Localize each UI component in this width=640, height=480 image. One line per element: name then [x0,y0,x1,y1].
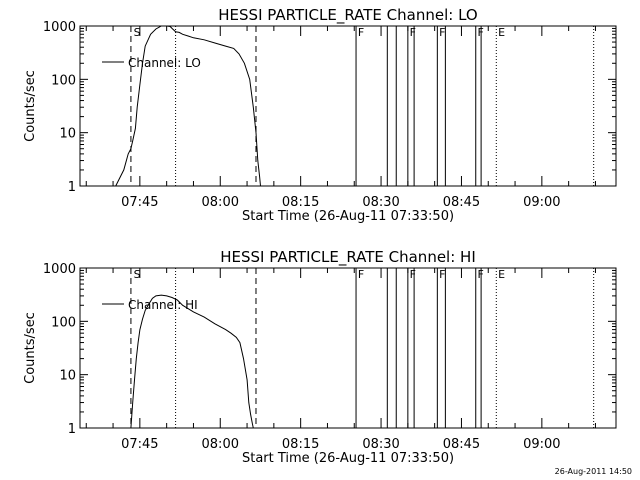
x-tick-label: 08:00 [202,437,239,452]
y-tick-label: 100 [51,73,76,88]
x-tick-label: 08:15 [282,195,319,210]
legend-label: Channel: HI [128,298,198,312]
plot-frame [79,267,617,429]
legend-label: Channel: LO [128,56,201,70]
x-tick-label: 08:45 [443,437,480,452]
series-line [130,294,254,429]
x-axis-label: Start Time (26-Aug-11 07:33:50) [242,209,454,224]
x-tick-label: 08:30 [362,195,399,210]
y-axis-label: Counts/sec [23,312,38,384]
x-tick-label: 07:45 [121,195,158,210]
y-tick-label: 100 [51,315,76,330]
y-tick-label: 10 [59,369,76,384]
event-letter: F [478,26,484,39]
series-line [115,25,261,187]
x-tick-label: 09:00 [523,437,560,452]
x-tick-label: 08:00 [202,195,239,210]
y-axis-label: Counts/sec [23,70,38,142]
event-letter: F [410,268,416,281]
x-tick-label: 07:45 [121,437,158,452]
event-letter: F [410,26,416,39]
event-letter: S [134,26,141,39]
y-tick-label: 1 [68,422,76,437]
y-tick-label: 10 [59,127,76,142]
event-letter: F [478,268,484,281]
event-letter: E [498,26,505,39]
event-letter: E [498,268,505,281]
x-tick-label: 08:45 [443,195,480,210]
x-tick-label: 08:30 [362,437,399,452]
x-tick-label: 08:15 [282,437,319,452]
chart-title: HESSI PARTICLE_RATE Channel: LO [218,6,477,25]
y-tick-label: 1 [68,180,76,195]
event-letter: S [134,268,141,281]
x-axis-label: Start Time (26-Aug-11 07:33:50) [242,451,454,466]
event-letter: F [358,26,364,39]
event-letter: F [358,268,364,281]
y-tick-label: 1000 [43,20,76,35]
plot-frame [79,25,617,187]
event-letter: F [439,26,445,39]
plot-timestamp: 26-Aug-2011 14:50 [554,467,632,476]
chart-title: HESSI PARTICLE_RATE Channel: HI [220,248,476,267]
x-tick-label: 09:00 [523,195,560,210]
y-tick-label: 1000 [43,262,76,277]
event-letter: F [439,268,445,281]
